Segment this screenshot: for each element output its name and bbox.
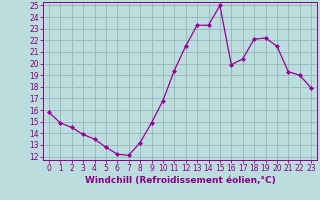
X-axis label: Windchill (Refroidissement éolien,°C): Windchill (Refroidissement éolien,°C) (84, 176, 276, 185)
